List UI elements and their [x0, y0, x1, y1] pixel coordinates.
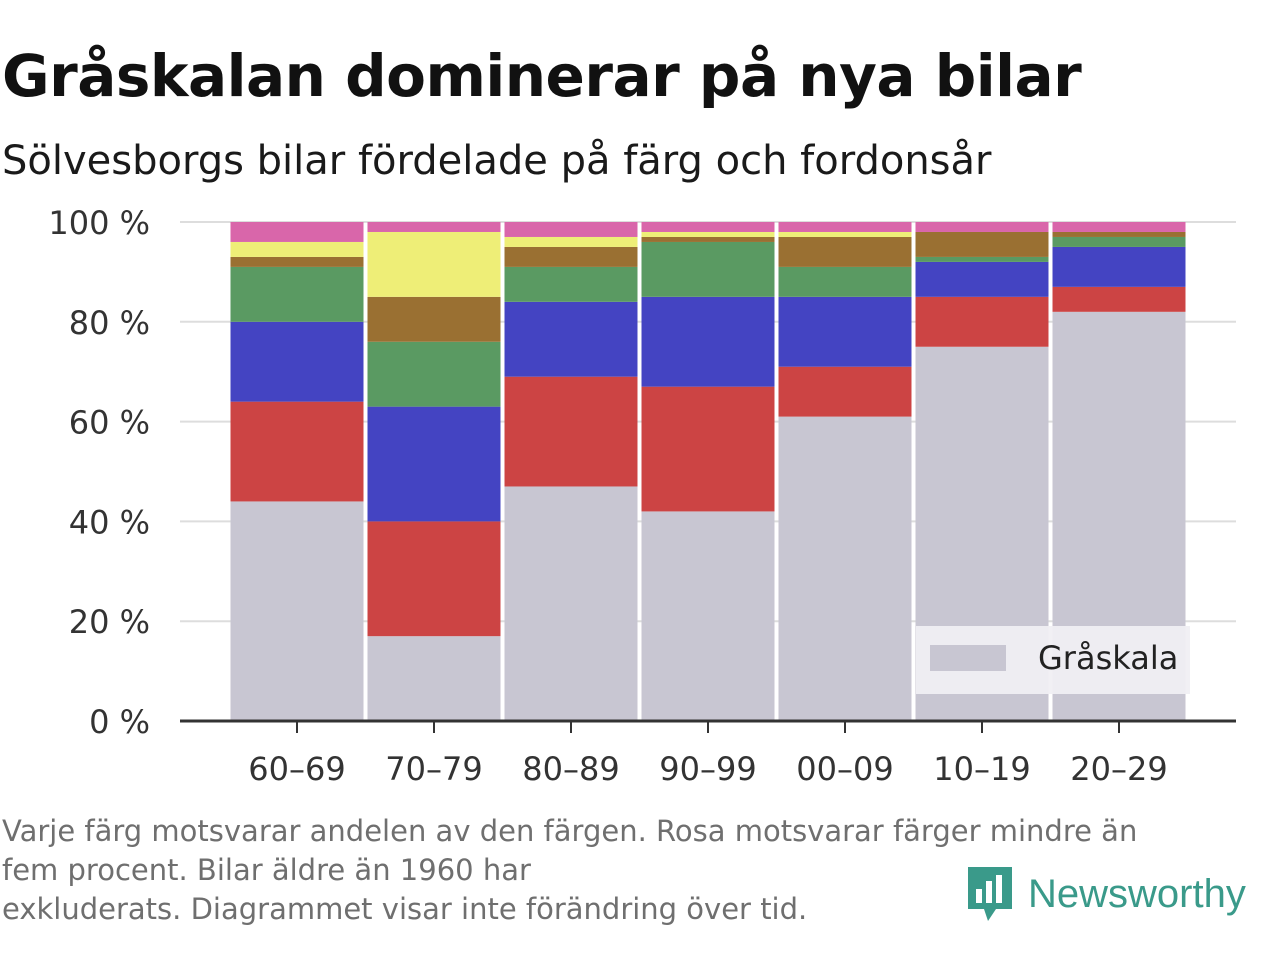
- footnote-line-2: fem procent. Bilar äldre än 1960 har: [2, 853, 531, 887]
- bar-segment-00–09-s5: [778, 231, 912, 237]
- chart-title: Gråskalan dominerar på nya bilar: [2, 42, 1082, 110]
- stacked-bar-chart: 0 % 20 % 40 % 60 % 80 % 100 % 60–69 70–79 80–89…: [48, 204, 1236, 788]
- bar-segment-90–99-s5: [641, 231, 775, 237]
- legend-swatch-graskala: [930, 645, 1006, 671]
- bar-segment-60–69-s0: [230, 501, 364, 721]
- bar-segment-70–79-s3: [367, 341, 501, 407]
- x-tick-label: 80–89: [522, 750, 619, 788]
- bar-segment-10–19-s3: [915, 256, 1049, 262]
- y-tick-label: 100 %: [48, 204, 150, 242]
- footnote: Varje färg motsvarar andelen av den färg…: [2, 812, 1252, 926]
- bar-segment-00–09-s1: [778, 366, 912, 417]
- x-tick-label: 10–19: [933, 750, 1030, 788]
- y-tick-label: 80 %: [69, 304, 150, 342]
- x-tick-label: 90–99: [659, 750, 756, 788]
- bar-segment-70–79-s0: [367, 636, 501, 721]
- bar-segment-60–69-s2: [230, 321, 364, 402]
- bar-segment-90–99-s4: [641, 236, 775, 242]
- bar-segments: [230, 222, 1186, 721]
- bar-segment-00–09-s6: [778, 222, 912, 232]
- x-tick-label: 00–09: [796, 750, 893, 788]
- y-tick-label: 40 %: [69, 503, 150, 541]
- bar-segment-80–89-s2: [504, 301, 638, 377]
- bar-segment-00–09-s4: [778, 236, 912, 267]
- x-tick-label: 60–69: [248, 750, 345, 788]
- y-tick-label: 60 %: [69, 404, 150, 442]
- bar-segment-60–69-s1: [230, 401, 364, 502]
- bar-segment-80–89-s6: [504, 222, 638, 237]
- brand-name: Newsworthy: [1028, 871, 1246, 916]
- newsworthy-logo: Newsworthy: [964, 862, 1246, 926]
- bar-segment-10–19-s6: [915, 222, 1049, 232]
- chart-subtitle: Sölvesborgs bilar fördelade på färg och …: [2, 138, 992, 184]
- y-tick-label: 0 %: [89, 703, 150, 741]
- bar-segment-70–79-s4: [367, 296, 501, 342]
- bar-segment-60–69-s6: [230, 222, 364, 242]
- y-tick-label: 20 %: [69, 603, 150, 641]
- bar-segment-90–99-s1: [641, 386, 775, 512]
- bar-segment-70–79-s2: [367, 406, 501, 522]
- bar-segment-70–79-s1: [367, 521, 501, 637]
- bar-segment-10–19-s4: [915, 231, 1049, 257]
- bar-segment-80–89-s0: [504, 486, 638, 721]
- bar-segment-70–79-s6: [367, 222, 501, 232]
- bar-segment-90–99-s2: [641, 296, 775, 387]
- bar-segment-90–99-s0: [641, 511, 775, 721]
- bar-segment-20–29-s2: [1052, 246, 1186, 287]
- bar-segment-80–89-s1: [504, 376, 638, 487]
- bar-segment-20–29-s1: [1052, 286, 1186, 312]
- bar-segment-90–99-s6: [641, 222, 775, 232]
- bar-segment-10–19-s2: [915, 261, 1049, 297]
- bar-segment-80–89-s3: [504, 266, 638, 302]
- bar-segment-80–89-s5: [504, 236, 638, 247]
- bar-segment-60–69-s3: [230, 266, 364, 322]
- x-tick-label: 70–79: [385, 750, 482, 788]
- bar-segment-10–19-s1: [915, 296, 1049, 347]
- bar-segment-20–29-s6: [1052, 222, 1186, 232]
- bar-segment-80–89-s4: [504, 246, 638, 267]
- newsworthy-logo-icon: [968, 867, 1012, 921]
- bar-segment-00–09-s2: [778, 296, 912, 367]
- x-tick-label: 20–29: [1070, 750, 1167, 788]
- bar-segment-70–79-s5: [367, 231, 501, 297]
- legend: Gråskala: [916, 626, 1190, 694]
- bar-segment-00–09-s0: [778, 416, 912, 721]
- bar-segment-20–29-s4: [1052, 231, 1186, 237]
- bar-segment-60–69-s5: [230, 241, 364, 257]
- bar-segment-00–09-s3: [778, 266, 912, 297]
- legend-label-graskala: Gråskala: [1038, 639, 1178, 677]
- bar-segment-90–99-s3: [641, 241, 775, 297]
- x-axis-ticks: 60–69 70–79 80–89 90–99 00–09 10–19 20–29: [248, 721, 1168, 788]
- bar-segment-60–69-s4: [230, 256, 364, 267]
- y-axis-ticks: 0 % 20 % 40 % 60 % 80 % 100 %: [48, 204, 150, 741]
- bar-segment-20–29-s3: [1052, 236, 1186, 247]
- footnote-line-3: exkluderats. Diagrammet visar inte förän…: [2, 892, 808, 926]
- footnote-line-1: Varje färg motsvarar andelen av den färg…: [2, 814, 1138, 848]
